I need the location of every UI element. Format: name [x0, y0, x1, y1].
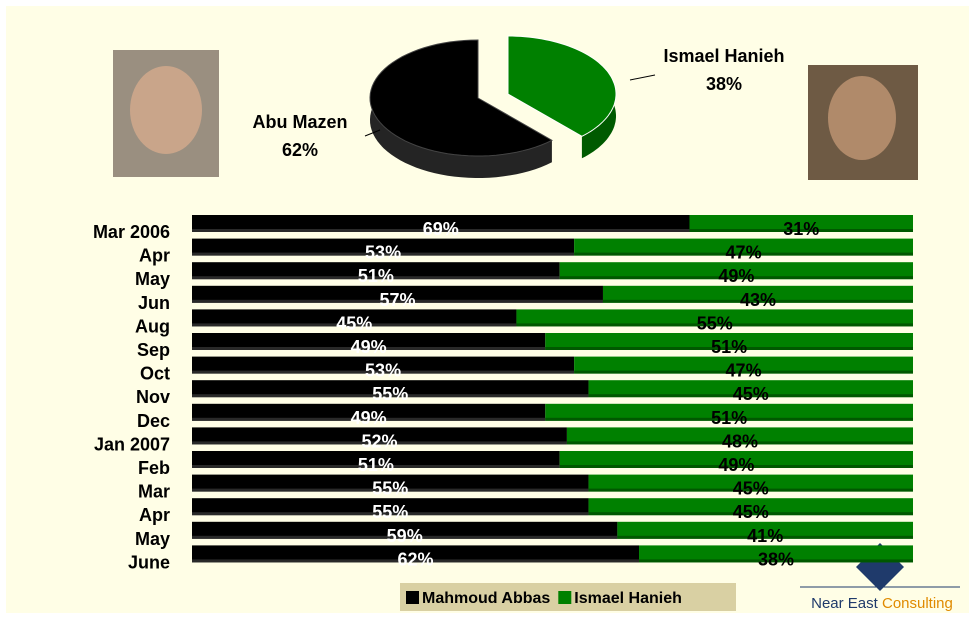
category-label: May — [135, 529, 170, 549]
brand-suffix: Consulting — [882, 595, 953, 612]
value-label: 55% — [372, 479, 408, 499]
value-label: 55% — [372, 384, 408, 404]
value-label: 69% — [423, 219, 459, 239]
category-label: Jun — [138, 293, 170, 313]
legend-swatch — [558, 591, 571, 604]
value-label: 51% — [711, 408, 747, 428]
value-label: 49% — [351, 337, 387, 357]
category-label: June — [128, 552, 170, 572]
value-label: 51% — [358, 455, 394, 475]
value-label: 31% — [783, 219, 819, 239]
pie-label: Abu Mazen — [252, 112, 347, 132]
value-label: 51% — [711, 337, 747, 357]
value-label: 62% — [397, 549, 433, 569]
category-label: Nov — [136, 387, 170, 407]
pie-value-label: 62% — [282, 140, 318, 160]
legend-label: Mahmoud Abbas — [422, 590, 550, 607]
category-label: May — [135, 269, 170, 289]
category-label: Sep — [137, 340, 170, 360]
pie-value-label: 38% — [706, 74, 742, 94]
category-label: Mar — [138, 482, 170, 502]
value-label: 47% — [726, 243, 762, 263]
value-label: 45% — [733, 502, 769, 522]
value-label: 47% — [726, 361, 762, 381]
category-label: Mar 2006 — [93, 222, 170, 242]
page: Near East Consulting Abu Mazen 62% Ismael … — [0, 0, 975, 619]
category-label: Oct — [140, 364, 170, 384]
value-label: 48% — [722, 431, 758, 451]
value-label: 49% — [718, 455, 754, 475]
value-label: 45% — [733, 384, 769, 404]
value-label: 51% — [358, 266, 394, 286]
photo-face — [828, 76, 896, 160]
value-label: 41% — [747, 526, 783, 546]
value-label: 38% — [758, 549, 794, 569]
slide: Near East Consulting Abu Mazen 62% Ismael … — [0, 0, 975, 619]
value-label: 43% — [740, 290, 776, 310]
photo-face — [130, 66, 202, 154]
category-label: Aug — [135, 316, 170, 336]
category-label: Dec — [137, 411, 170, 431]
brand-name: Near East — [811, 595, 879, 612]
category-label: Apr — [139, 505, 170, 525]
category-label: Feb — [138, 458, 170, 478]
value-label: 57% — [379, 290, 415, 310]
value-label: 53% — [365, 361, 401, 381]
value-label: 52% — [361, 431, 397, 451]
value-label: 45% — [733, 479, 769, 499]
value-label: 53% — [365, 243, 401, 263]
value-label: 49% — [718, 266, 754, 286]
logo-text: Near East Consulting — [811, 595, 953, 612]
value-label: 59% — [387, 526, 423, 546]
value-label: 55% — [697, 313, 733, 333]
category-label: Jan 2007 — [94, 434, 170, 454]
value-label: 49% — [351, 408, 387, 428]
legend-label: Ismael Hanieh — [574, 590, 682, 607]
legend-swatch — [406, 591, 419, 604]
category-label: Apr — [139, 246, 170, 266]
value-label: 55% — [372, 502, 408, 522]
pie-label: Ismael Hanieh — [663, 46, 784, 66]
value-label: 45% — [336, 313, 372, 333]
